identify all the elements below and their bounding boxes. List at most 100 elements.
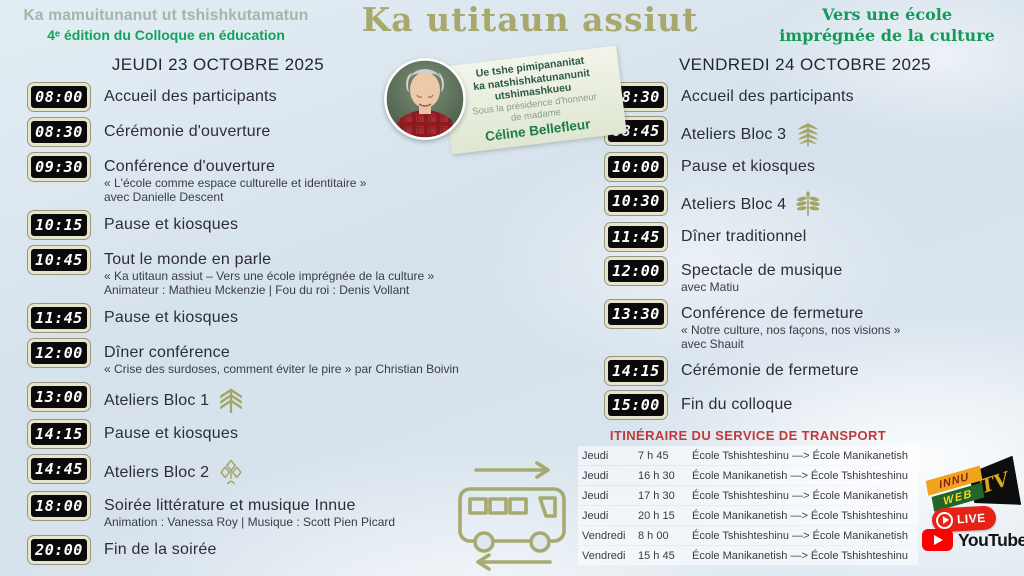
guest-portrait-photo bbox=[384, 58, 466, 140]
transport-day: Vendredi bbox=[582, 529, 626, 542]
transport-time: 7 h 45 bbox=[638, 449, 669, 462]
event-text: Pause et kiosques bbox=[104, 420, 238, 443]
event-title: Fin de la soirée bbox=[104, 541, 217, 558]
transport-time: 16 h 30 bbox=[638, 469, 675, 482]
subtitle-line-1: Vers une école bbox=[822, 5, 952, 24]
event-text: Pause et kiosques bbox=[681, 153, 815, 176]
digital-clock-time: 18:00 bbox=[27, 491, 91, 521]
friday-column: VENDREDI 24 OCTOBRE 2025 08:30 Accueil d… bbox=[604, 55, 1020, 425]
event-subline-1: « L'école comme espace culturelle et ide… bbox=[104, 176, 367, 190]
transport-day: Jeudi bbox=[582, 509, 609, 522]
event-title: Tout le monde en parle bbox=[104, 251, 272, 268]
digital-clock-time: 10:30 bbox=[604, 186, 668, 216]
transport-time: 20 h 15 bbox=[638, 509, 675, 522]
transport-itinerary: ITINÉRAIRE DU SERVICE DE TRANSPORT Jeudi… bbox=[578, 428, 918, 566]
event-subline-1: Animation : Vanessa Roy | Musique : Scot… bbox=[104, 515, 396, 529]
event-text: Spectacle de musique avec Matiu bbox=[681, 257, 842, 294]
event-title: Soirée littérature et musique Innue bbox=[104, 497, 356, 514]
transport-title: ITINÉRAIRE DU SERVICE DE TRANSPORT bbox=[609, 428, 887, 443]
event-text: Dîner conférence « Crise des surdoses, c… bbox=[104, 339, 459, 376]
event-time: 20:00 bbox=[35, 541, 83, 559]
transport-route: École Tshishteshinu —> École Manikanetis… bbox=[692, 489, 908, 502]
edition-line: 4ᵉ édition du Colloque en éducation bbox=[47, 27, 285, 43]
event-time: 14:15 bbox=[612, 362, 660, 380]
event-title: Dîner conférence bbox=[104, 344, 230, 361]
event-title: Accueil des participants bbox=[104, 88, 277, 105]
innu-subtitle: Ka mamuitunanut ut tshishkutamatun bbox=[23, 7, 309, 24]
event-title: Cérémonie d'ouverture bbox=[104, 123, 271, 140]
schedule-event-row: 14:15 Pause et kiosques bbox=[27, 419, 518, 449]
digital-clock-time: 14:15 bbox=[604, 356, 668, 386]
event-text: Ateliers Bloc 1 bbox=[104, 383, 244, 413]
event-text: Cérémonie de fermeture bbox=[681, 357, 859, 380]
leaf-branch-icon bbox=[795, 191, 821, 217]
event-subline-1: avec Matiu bbox=[681, 280, 740, 294]
event-title: Conférence d'ouverture bbox=[104, 158, 276, 175]
digital-clock-time: 10:15 bbox=[27, 210, 91, 240]
schedule-event-row: 11:45 Dîner traditionnel bbox=[604, 222, 1020, 252]
thursday-column: JEUDI 23 OCTOBRE 2025 08:00 Accueil des … bbox=[27, 55, 518, 571]
event-title: Accueil des participants bbox=[681, 88, 854, 105]
digital-clock-time: 10:45 bbox=[27, 245, 91, 275]
event-time: 08:00 bbox=[35, 88, 83, 106]
digital-clock-time: 13:30 bbox=[604, 299, 668, 329]
event-subline-1: « Notre culture, nos façons, nos visions… bbox=[681, 323, 901, 337]
youtube-logo[interactable]: YouTube bbox=[922, 529, 1024, 551]
event-time: 09:30 bbox=[35, 158, 83, 176]
event-time: 10:00 bbox=[612, 158, 660, 176]
event-subline-2: Animateur : Mathieu Mckenzie | Fou du ro… bbox=[104, 283, 410, 297]
event-time: 10:30 bbox=[612, 192, 660, 210]
spruce-tree-icon bbox=[795, 121, 821, 147]
event-text: Ateliers Bloc 2 bbox=[104, 455, 244, 485]
digital-clock-time: 12:00 bbox=[27, 338, 91, 368]
event-time: 18:00 bbox=[35, 497, 83, 515]
event-title: Pause et kiosques bbox=[681, 158, 816, 175]
event-time: 08:30 bbox=[612, 88, 660, 106]
event-title: Ateliers Bloc 4 bbox=[681, 195, 787, 213]
digital-clock-time: 10:00 bbox=[604, 152, 668, 182]
pine-tree-icon bbox=[218, 387, 244, 413]
youtube-label: YouTube bbox=[958, 529, 1024, 550]
transport-row: Jeudi 17 h 30 École Tshishteshinu —> Éco… bbox=[578, 486, 918, 505]
transport-time: 8 h 00 bbox=[638, 529, 669, 542]
event-time: 10:45 bbox=[35, 251, 83, 269]
friday-title: VENDREDI 24 OCTOBRE 2025 bbox=[678, 55, 932, 74]
digital-clock-time: 09:30 bbox=[27, 152, 91, 182]
transport-row: Jeudi 20 h 15 École Manikanetish —> Écol… bbox=[578, 506, 918, 525]
shuttle-bus-icon bbox=[452, 458, 576, 574]
transport-day: Vendredi bbox=[582, 549, 626, 562]
youtube-play-icon bbox=[922, 529, 953, 551]
event-title: Pause et kiosques bbox=[104, 425, 239, 442]
event-subline-1: « Ka utitaun assiut – Vers une école imp… bbox=[104, 269, 435, 283]
transport-route: École Tshishteshinu —> École Manikanetis… bbox=[692, 449, 908, 462]
digital-clock-time: 08:00 bbox=[27, 82, 91, 112]
event-time: 11:45 bbox=[35, 309, 83, 327]
schedule-event-row: 13:30 Conférence de fermeture « Notre cu… bbox=[604, 299, 1020, 351]
transport-route: École Tshishteshinu —> École Manikanetis… bbox=[692, 529, 908, 542]
transport-row: Vendredi 15 h 45 École Manikanetish —> É… bbox=[578, 546, 918, 565]
schedule-event-row: 10:45 Tout le monde en parle « Ka utitau… bbox=[27, 245, 518, 297]
event-title: Pause et kiosques bbox=[104, 309, 239, 326]
event-text: Fin de la soirée bbox=[104, 536, 217, 559]
schedule-event-row: 14:45 Ateliers Bloc 2 bbox=[27, 454, 518, 485]
event-subline-2: avec Shauit bbox=[681, 337, 744, 351]
schedule-event-row: 08:30 Accueil des participants bbox=[604, 82, 1020, 112]
transport-route: École Manikanetish —> École Tshishteshin… bbox=[692, 509, 908, 522]
event-text: Fin du colloque bbox=[681, 391, 793, 414]
event-time: 13:00 bbox=[35, 388, 83, 406]
page-title: Ka utitaun assiut bbox=[361, 0, 699, 39]
event-title: Ateliers Bloc 1 bbox=[104, 391, 210, 409]
event-time: 12:00 bbox=[612, 262, 660, 280]
schedule-event-row: 10:30 Ateliers Bloc 4 bbox=[604, 186, 1020, 217]
thursday-title: JEUDI 23 OCTOBRE 2025 bbox=[111, 55, 325, 74]
event-time: 08:30 bbox=[35, 123, 83, 141]
transport-day: Jeudi bbox=[582, 449, 609, 462]
event-subline-1: « Crise des surdoses, comment éviter le … bbox=[104, 362, 459, 376]
event-text: Tout le monde en parle « Ka utitaun assi… bbox=[104, 246, 434, 297]
header-right-subtitle: Vers une école imprégnée de la culture bbox=[762, 4, 1012, 46]
event-title: Dîner traditionnel bbox=[681, 228, 807, 245]
header-left: Ka mamuitunanut ut tshishkutamatun 4ᵉ éd… bbox=[16, 7, 316, 43]
schedule-event-row: 10:00 Pause et kiosques bbox=[604, 152, 1020, 182]
event-text: Pause et kiosques bbox=[104, 304, 238, 327]
